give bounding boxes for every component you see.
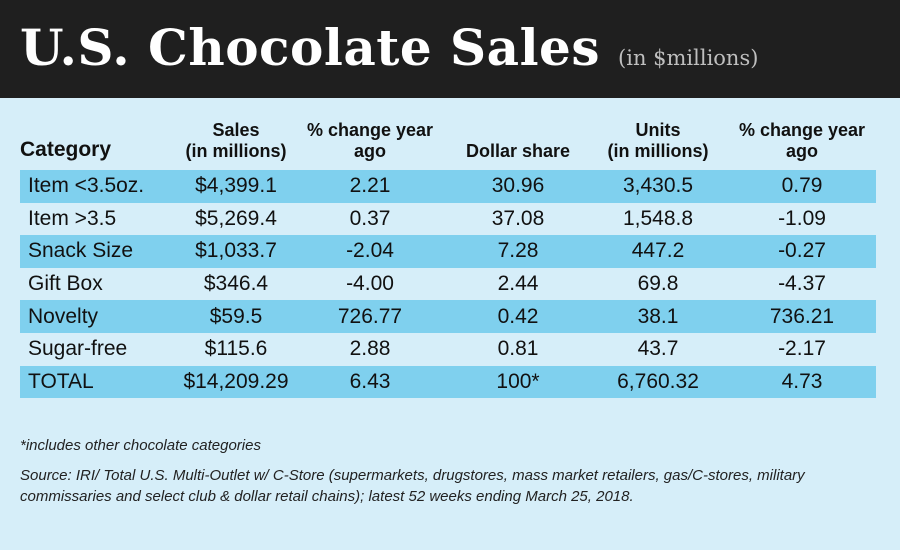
sales-table: Category Sales (in millions) % change year a… — [20, 120, 876, 399]
table-row: Snack Size $1,033.7 -2.04 7.28 447.2 -0.27 — [20, 235, 876, 268]
value-cell: -4.37 — [778, 272, 826, 296]
sales-table-container: Category Sales (in millions) % change year a… — [20, 120, 876, 399]
title-banner: U.S. Chocolate Sales (in $millions) — [0, 0, 900, 98]
column-header: Units (in millions) — [607, 120, 709, 161]
table-header-row: Category Sales (in millions) % change year a… — [20, 120, 876, 170]
value-cell: 0.42 — [448, 300, 588, 333]
value-cell: $115.6 — [204, 337, 268, 361]
source-note: Source: IRI/ Total U.S. Multi-Outlet w/ … — [20, 467, 805, 505]
category-cell: Sugar-free — [28, 337, 128, 361]
value-cell: 736.21 — [728, 300, 876, 333]
value-cell: 1,548.8 — [622, 206, 694, 230]
column-header: % change year ago — [306, 120, 434, 161]
value-cell: $346.4 — [203, 272, 269, 296]
value-cell: 38.1 — [588, 300, 728, 333]
value-cell: -2.17 — [778, 337, 826, 361]
value-cell: 37.08 — [491, 206, 545, 230]
column-header: % change year ago — [738, 120, 866, 161]
column-header: Dollar share — [465, 141, 571, 161]
table-row: Novelty $59.5 726.77 0.42 38.1 736.21 — [20, 300, 876, 333]
column-header: Sales (in millions) — [185, 120, 287, 161]
category-cell: Item <3.5oz. — [20, 170, 180, 203]
value-cell: $1,033.7 — [180, 235, 292, 268]
value-cell: $5,269.4 — [195, 206, 277, 230]
value-cell: -4.00 — [346, 272, 394, 296]
value-cell: 43.7 — [637, 337, 679, 361]
table-row: Gift Box $346.4 -4.00 2.44 69.8 -4.37 — [20, 268, 876, 301]
value-cell: -0.27 — [728, 235, 876, 268]
table-row: Sugar-free $115.6 2.88 0.81 43.7 -2.17 — [20, 333, 876, 366]
value-cell: 447.2 — [588, 235, 728, 268]
value-cell: 2.88 — [349, 337, 391, 361]
value-cell: 30.96 — [448, 170, 588, 203]
category-cell: TOTAL — [20, 365, 180, 399]
value-cell: 4.73 — [728, 365, 876, 399]
value-cell: $4,399.1 — [180, 170, 292, 203]
category-cell: Novelty — [20, 300, 180, 333]
value-cell: 6.43 — [292, 365, 448, 399]
page-subtitle: (in $millions) — [618, 46, 759, 70]
value-cell: -1.09 — [778, 206, 826, 230]
value-cell: 0.37 — [349, 206, 391, 230]
table-body: Item <3.5oz. $4,399.1 2.21 30.96 3,430.5 0.79… — [20, 170, 876, 399]
category-cell: Item >3.5 — [28, 206, 117, 230]
value-cell: 2.44 — [497, 272, 539, 296]
value-cell: 0.79 — [728, 170, 876, 203]
value-cell: 3,430.5 — [588, 170, 728, 203]
table-row: Item <3.5oz. $4,399.1 2.21 30.96 3,430.5 0.79 — [20, 170, 876, 203]
value-cell: $59.5 — [180, 300, 292, 333]
value-cell: $14,209.29 — [180, 365, 292, 399]
value-cell: 69.8 — [637, 272, 679, 296]
column-header: Category — [20, 138, 112, 161]
value-cell: 6,760.32 — [588, 365, 728, 399]
category-cell: Snack Size — [20, 235, 180, 268]
page-title: U.S. Chocolate Sales — [20, 18, 601, 77]
value-cell: 0.81 — [497, 337, 539, 361]
table-row: TOTAL $14,209.29 6.43 100* 6,760.32 4.73 — [20, 365, 876, 399]
category-cell: Gift Box — [28, 272, 103, 296]
value-cell: -2.04 — [292, 235, 448, 268]
value-cell: 7.28 — [448, 235, 588, 268]
value-cell: 726.77 — [292, 300, 448, 333]
value-cell: 100* — [448, 365, 588, 399]
table-row: Item >3.5 $5,269.4 0.37 37.08 1,548.8 -1.09 — [20, 203, 876, 236]
value-cell: 2.21 — [292, 170, 448, 203]
footnote: *includes other chocolate categories — [20, 437, 261, 454]
